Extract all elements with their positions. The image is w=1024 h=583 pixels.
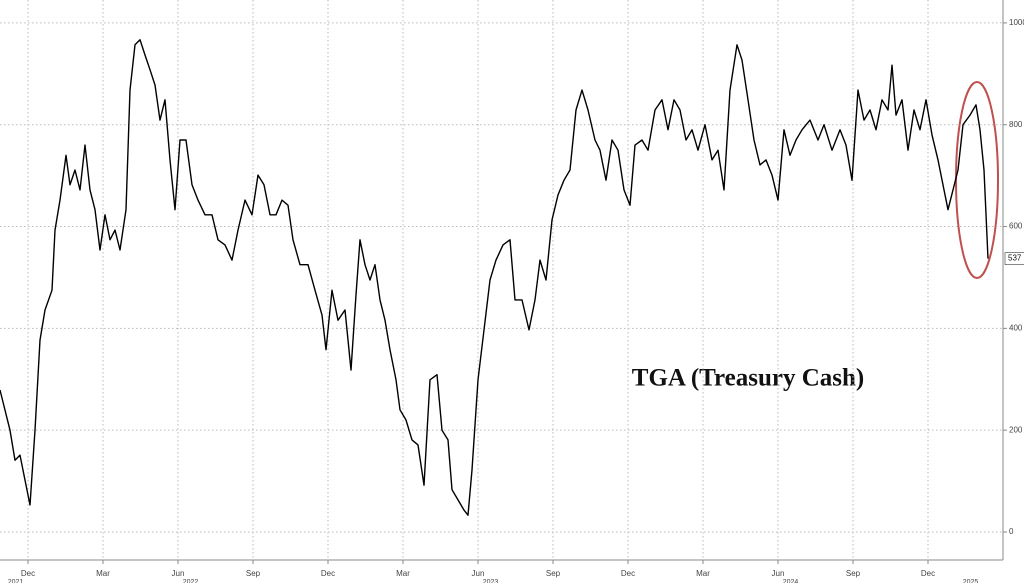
- x-tick-label: Dec: [321, 569, 335, 578]
- y-tick-label: 0: [1009, 527, 1014, 536]
- y-tick-label: 800: [1009, 120, 1023, 129]
- x-tick-label: Sep: [246, 569, 261, 578]
- last-value-label: 537: [1008, 254, 1022, 263]
- x-tick-label: Mar: [96, 569, 110, 578]
- y-tick-label: 400: [1009, 323, 1023, 332]
- year-label: 2021: [8, 579, 24, 583]
- series-line: [0, 39, 989, 516]
- x-tick-label: Dec: [621, 569, 635, 578]
- year-label: 2024: [783, 579, 799, 583]
- x-tick-label: Dec: [921, 569, 935, 578]
- year-label: 2023: [483, 579, 499, 583]
- year-label: 2025: [963, 579, 979, 583]
- x-tick-label: Sep: [546, 569, 561, 578]
- y-tick-label: 600: [1009, 222, 1023, 231]
- y-tick-label: 200: [1009, 425, 1023, 434]
- x-tick-label: Jun: [172, 569, 185, 578]
- chart-title: TGA (Treasury Cash): [632, 365, 864, 392]
- y-tick-label: 1000: [1009, 18, 1024, 27]
- x-tick-label: Dec: [21, 569, 35, 578]
- year-label: 2022: [183, 579, 199, 583]
- x-tick-label: Jun: [472, 569, 485, 578]
- x-tick-label: Mar: [396, 569, 410, 578]
- x-tick-label: Jun: [772, 569, 785, 578]
- x-tick-label: Sep: [846, 569, 861, 578]
- last-value-box: [1004, 252, 1024, 266]
- x-tick-label: Mar: [696, 569, 710, 578]
